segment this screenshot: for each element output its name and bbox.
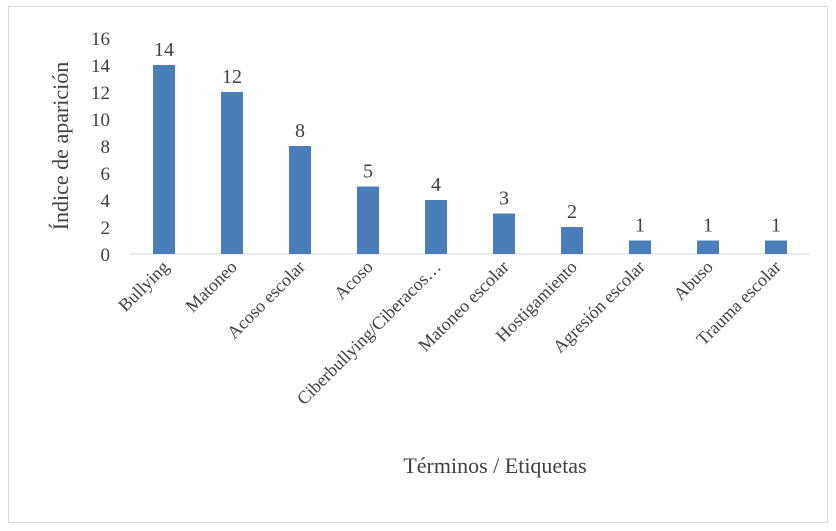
category-label: Bullying — [114, 257, 173, 316]
bar — [153, 65, 175, 254]
data-label: 2 — [567, 201, 577, 223]
chart-frame — [8, 6, 828, 523]
y-tick-label: 12 — [91, 83, 110, 104]
data-label: 1 — [771, 215, 781, 237]
y-tick-label: 6 — [101, 164, 111, 185]
bar — [765, 240, 787, 254]
data-label: 14 — [154, 39, 174, 61]
bar — [289, 146, 311, 254]
data-label: 12 — [222, 66, 242, 88]
y-axis-ticks: 0 2 4 6 8 10 12 14 16 — [91, 29, 111, 266]
bar — [357, 186, 379, 254]
category-label: Acoso — [330, 257, 377, 304]
x-axis-title: Términos / Etiquetas — [403, 453, 586, 478]
bar — [221, 92, 243, 254]
bar — [493, 213, 515, 254]
category-label: Matoneo — [181, 257, 240, 316]
bar — [697, 240, 719, 254]
bar — [561, 227, 583, 254]
bars — [153, 65, 787, 254]
y-tick-label: 10 — [91, 110, 110, 131]
bar — [629, 240, 651, 254]
data-label: 3 — [499, 188, 509, 210]
data-label: 1 — [703, 215, 713, 237]
data-label: 4 — [431, 174, 441, 196]
bar — [425, 200, 447, 254]
y-tick-label: 2 — [101, 218, 111, 239]
y-tick-label: 14 — [91, 56, 111, 77]
y-tick-label: 16 — [91, 29, 110, 50]
data-labels: 14 12 8 5 4 3 2 1 1 1 — [154, 39, 781, 237]
data-label: 1 — [635, 215, 645, 237]
y-tick-label: 8 — [101, 137, 111, 158]
y-tick-label: 0 — [101, 245, 111, 266]
y-axis-title: Índice de aparición — [48, 62, 73, 231]
category-label: Abuso — [669, 257, 716, 304]
data-label: 8 — [295, 120, 305, 142]
y-tick-label: 4 — [101, 191, 111, 212]
data-label: 5 — [363, 161, 373, 183]
